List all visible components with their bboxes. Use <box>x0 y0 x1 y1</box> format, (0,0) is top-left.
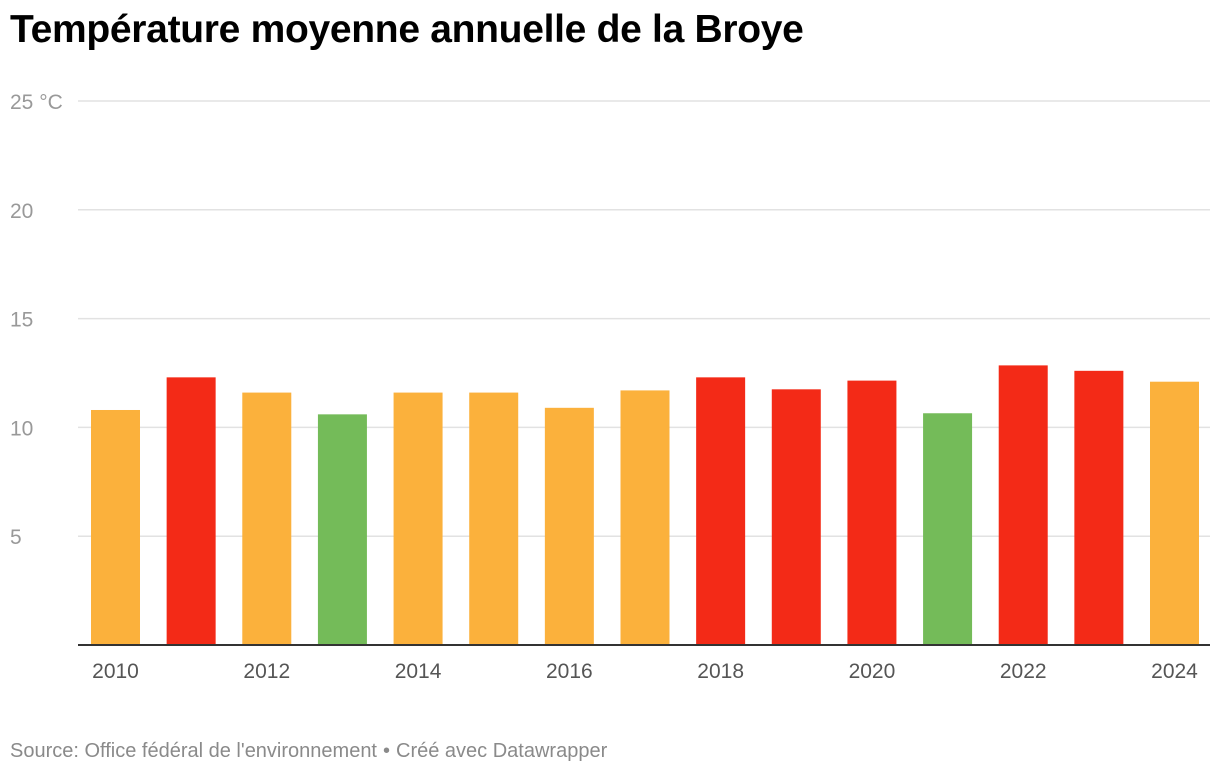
x-tick-label: 2016 <box>546 660 593 683</box>
y-tick-label: 20 <box>10 200 33 223</box>
bar-2010 <box>91 409 140 645</box>
source-note: Source: Office fédéral de l'environnemen… <box>10 740 377 762</box>
bar-2017 <box>620 390 670 645</box>
y-tick-label: 25 °C <box>10 91 63 114</box>
bar-2014 <box>393 392 443 645</box>
x-tick-label: 2020 <box>849 660 896 683</box>
bar-2016 <box>544 407 594 645</box>
chart-title: Température moyenne annuelle de la Broye <box>10 8 804 51</box>
y-tick-label: 10 <box>10 417 33 440</box>
bar-2012 <box>242 392 292 645</box>
x-tick-label: 2018 <box>697 660 744 683</box>
chart-footer: Source: Office fédéral de l'environnemen… <box>10 740 607 763</box>
x-tick-label: 2022 <box>1000 660 1047 683</box>
x-tick-label: 2014 <box>395 660 442 683</box>
bar-2013 <box>317 414 367 645</box>
bar-2022 <box>998 365 1048 645</box>
bar-2018 <box>696 377 746 645</box>
x-tick-label: 2010 <box>92 660 139 683</box>
y-tick-label: 15 <box>10 309 33 332</box>
bars <box>91 365 1199 645</box>
bar-2015 <box>469 392 519 645</box>
bar-2023 <box>1074 370 1124 645</box>
footer-separator: • <box>383 740 391 762</box>
x-tick-label: 2012 <box>243 660 290 683</box>
bar-2020 <box>847 380 897 645</box>
bar-2011 <box>166 377 216 645</box>
y-tick-label: 5 <box>10 526 22 549</box>
y-axis-ticks: 5 10 15 20 25 °C <box>10 91 63 549</box>
x-tick-label: 2024 <box>1151 660 1198 683</box>
bar-2019 <box>771 389 821 645</box>
x-axis-ticks: 2010 2012 2014 2016 2018 2020 2022 2024 <box>92 660 1198 683</box>
bar-2024 <box>1150 381 1199 645</box>
bar-2021 <box>923 413 973 645</box>
credit-note: Créé avec Datawrapper <box>396 740 608 762</box>
